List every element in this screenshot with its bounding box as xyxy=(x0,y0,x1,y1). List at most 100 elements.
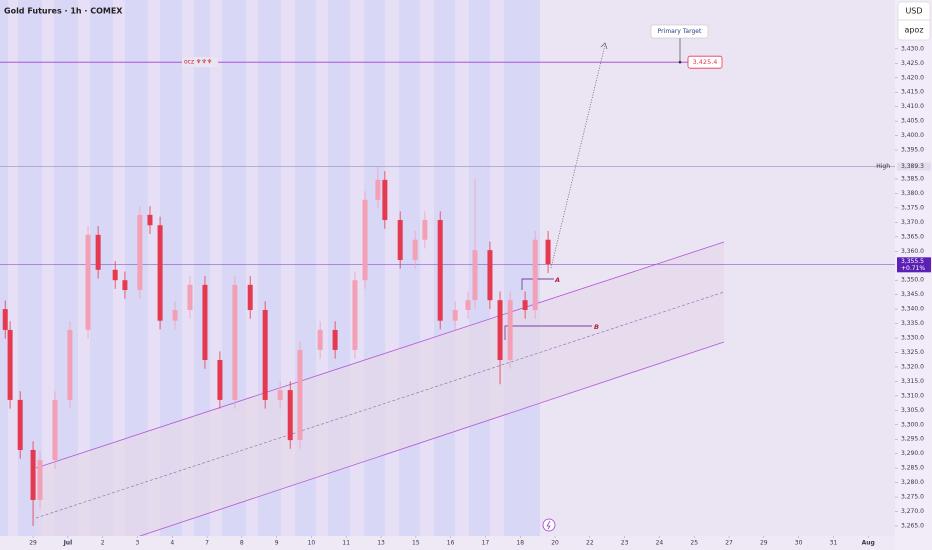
annotation-a: A xyxy=(554,276,560,284)
target-note: ocz ♆♆♆ xyxy=(184,59,212,66)
candle-body xyxy=(95,234,101,270)
y-tick-label: 3,300.0 xyxy=(901,421,924,428)
band xyxy=(113,0,125,536)
y-tick-label: 3,385.0 xyxy=(901,175,924,182)
candle-body xyxy=(287,390,293,441)
x-tick-label: 24 xyxy=(656,540,664,547)
candle-body xyxy=(17,399,23,450)
y-tick-label: 3,290.0 xyxy=(901,450,924,457)
band xyxy=(8,0,18,536)
y-tick-label: 3,315.0 xyxy=(901,378,924,385)
candle-body xyxy=(452,309,458,321)
candle-body xyxy=(187,284,193,310)
target-dot xyxy=(678,60,682,64)
y-tick-label: 3,330.0 xyxy=(901,335,924,342)
candle-body xyxy=(67,329,73,400)
high-label: High xyxy=(876,163,890,170)
y-tick-label: 3,270.0 xyxy=(901,508,924,515)
high-value-box xyxy=(897,162,931,171)
y-tick-label: 3,305.0 xyxy=(901,407,924,414)
x-tick-label: 9 xyxy=(275,540,279,547)
x-tick-label: 3 xyxy=(136,540,140,547)
candle-body xyxy=(277,390,283,400)
candle-body xyxy=(412,239,418,260)
candle-body xyxy=(247,284,253,310)
x-tick-label: 4 xyxy=(170,540,174,547)
x-tick-label: 7 xyxy=(205,540,209,547)
primary-target: Primary Target xyxy=(658,28,702,35)
candle-body xyxy=(487,250,493,301)
y-tick-label: 3,280.0 xyxy=(901,479,924,486)
candle-body xyxy=(332,329,338,350)
band xyxy=(182,0,194,536)
y-tick-label: 3,275.0 xyxy=(901,494,924,501)
channel-fill xyxy=(36,242,724,536)
channel-upper xyxy=(35,241,725,469)
chart-title: Gold Futures · 1h · COMEX xyxy=(4,7,123,16)
y-tick-label: 3,350.0 xyxy=(901,277,924,284)
x-tick-label: 29 xyxy=(760,540,768,547)
band xyxy=(420,0,434,536)
x-tick-label: 17 xyxy=(482,540,490,547)
candle-body xyxy=(397,220,403,260)
candles xyxy=(2,166,551,526)
target-box xyxy=(687,55,723,69)
candle-body xyxy=(422,220,428,240)
x-tick-label: 29 xyxy=(29,540,37,547)
y-tick-label: 3,370.0 xyxy=(901,219,924,226)
candle-body xyxy=(382,179,388,221)
y-tick-label: 3,415.0 xyxy=(901,89,924,96)
band xyxy=(42,0,54,536)
candle-body xyxy=(30,449,36,500)
arrow-head xyxy=(600,42,608,50)
candle-body xyxy=(112,269,118,281)
candle-body xyxy=(297,349,303,441)
y-tick-label: 3,295.0 xyxy=(901,436,924,443)
x-tick-label: 23 xyxy=(621,540,629,547)
last-price: 3,355.5 xyxy=(901,258,924,265)
y-tick-label: 3,345.0 xyxy=(901,291,924,298)
x-tick-label: 25 xyxy=(690,540,698,547)
account[interactable]: apoz xyxy=(904,26,923,35)
overlays xyxy=(0,61,895,265)
currency[interactable]: USD xyxy=(905,7,922,16)
currency-box[interactable] xyxy=(897,1,931,41)
last-change: +0.71% xyxy=(901,265,925,272)
y-tick-label: 3,365.0 xyxy=(901,233,924,240)
candle-body xyxy=(545,239,551,265)
candle-body xyxy=(532,239,538,310)
y-tick-label: 3,375.0 xyxy=(901,204,924,211)
y-tick-label: 3,395.0 xyxy=(901,147,924,154)
x-axis-strip xyxy=(0,536,895,550)
primary-target-box xyxy=(650,24,709,39)
candle-body xyxy=(522,300,528,310)
x-tick-label: 8 xyxy=(240,540,244,547)
candle-body xyxy=(507,300,513,361)
y-tick-label: 3,405.0 xyxy=(901,118,924,125)
y-tick-label: 3,335.0 xyxy=(901,320,924,327)
x-tick-label: Aug xyxy=(862,540,875,547)
channel-mid xyxy=(35,291,725,519)
y-axis-panel xyxy=(895,0,932,550)
candle-body xyxy=(472,250,478,301)
high-value: 3,389.3 xyxy=(901,163,924,170)
candle-body xyxy=(2,309,8,330)
annotation-b: B xyxy=(594,323,599,331)
x-tick-label: 31 xyxy=(830,540,838,547)
level-b xyxy=(504,325,592,340)
x-tick-label: 16 xyxy=(447,540,455,547)
flash-glyph xyxy=(546,520,551,530)
flash-icon[interactable] xyxy=(542,518,556,532)
candle-body xyxy=(37,460,43,500)
x-tick-label: 11 xyxy=(342,540,350,547)
candle-body xyxy=(7,329,13,400)
x-tick-label: Jul xyxy=(63,540,73,547)
level-a xyxy=(521,278,554,290)
y-tick-label: 3,285.0 xyxy=(901,465,924,472)
candle-body xyxy=(52,399,58,461)
candle-body xyxy=(317,329,323,350)
last-price-box xyxy=(897,257,931,273)
channel-lower xyxy=(139,341,725,537)
